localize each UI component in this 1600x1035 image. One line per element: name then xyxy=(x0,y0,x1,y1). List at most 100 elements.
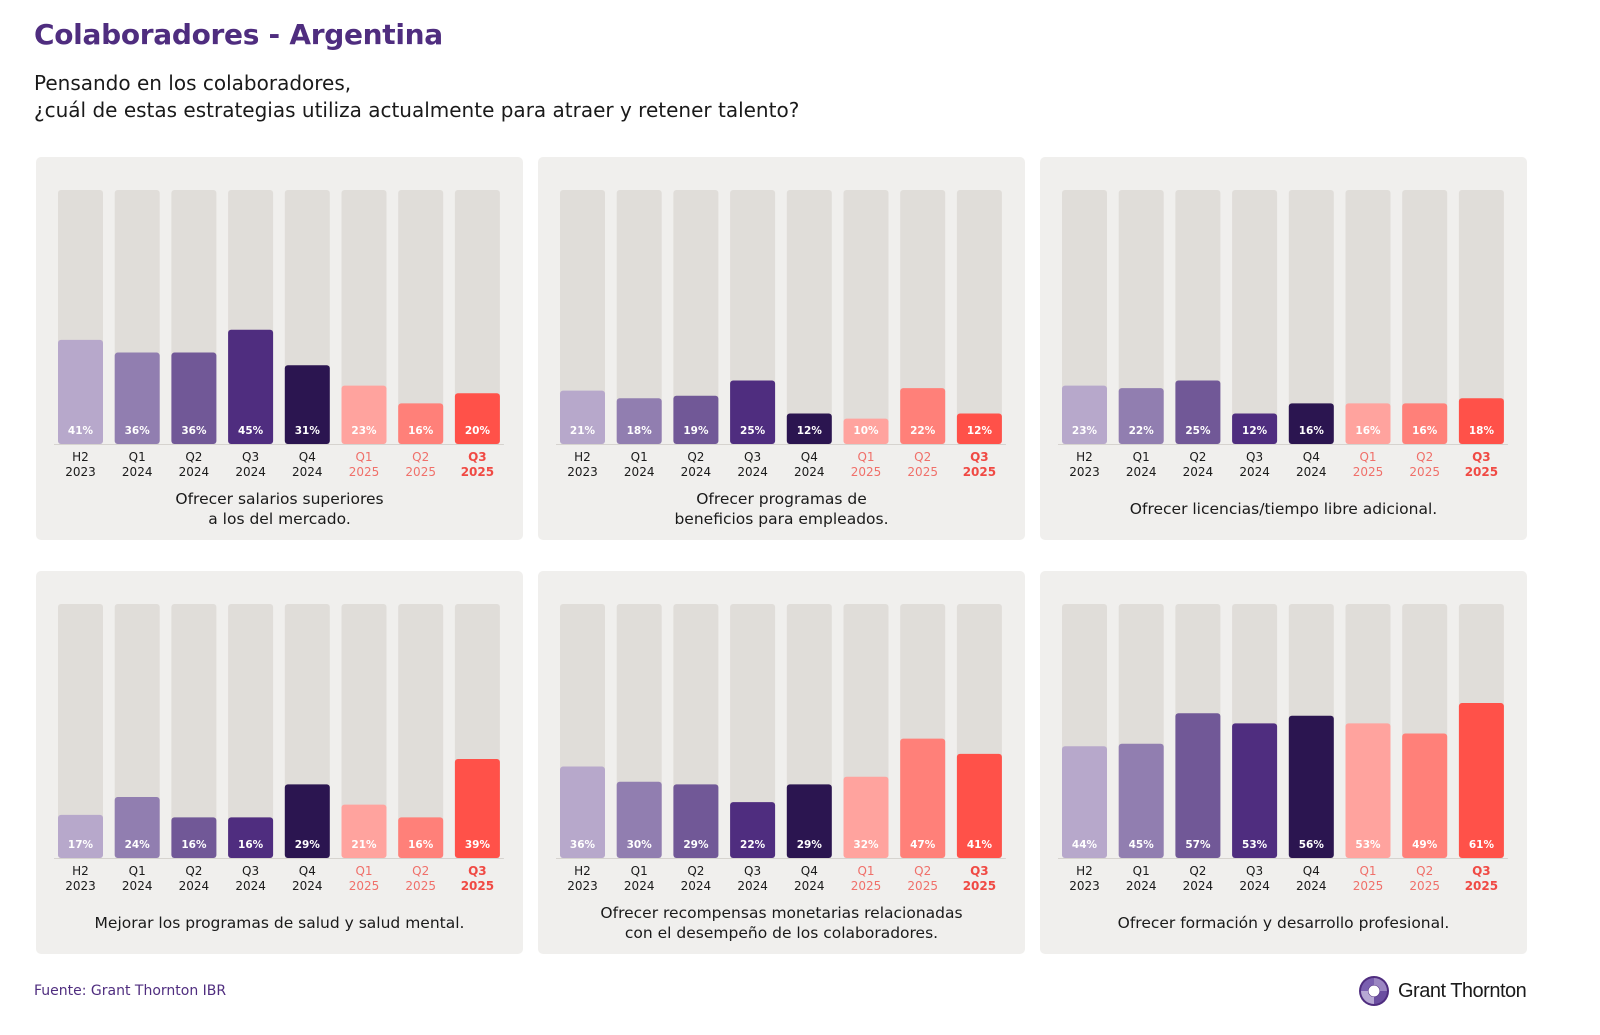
bar-value-label: 45% xyxy=(238,425,264,437)
bar-chart: 23%H2202322%Q1202425%Q2202412%Q3202416%Q… xyxy=(1058,190,1508,479)
bar-value-label: 45% xyxy=(1129,839,1155,851)
x-tick-label: Q1 xyxy=(1359,450,1376,464)
bar xyxy=(114,797,160,858)
x-tick-label: 2025 xyxy=(1409,465,1440,479)
x-tick-label: Q3 xyxy=(468,864,487,878)
chart-caption-line: a los del mercado. xyxy=(208,510,351,528)
bar-track xyxy=(1402,190,1448,444)
x-tick-label: 2023 xyxy=(1069,879,1100,893)
x-tick-label: Q3 xyxy=(744,864,761,878)
bar xyxy=(1345,723,1391,858)
x-tick-label: 2025 xyxy=(461,465,494,479)
bar-value-label: 47% xyxy=(910,839,936,851)
x-tick-label: Q1 xyxy=(129,864,146,878)
x-tick-label: Q4 xyxy=(801,450,818,464)
x-tick-label: 2025 xyxy=(963,879,996,893)
chart-caption: Ofrecer programas de beneficios para empl… xyxy=(538,489,1025,529)
bar-value-label: 18% xyxy=(1469,425,1495,437)
bar-track xyxy=(398,604,444,858)
bar-value-label: 41% xyxy=(68,425,94,437)
bar-value-label: 12% xyxy=(1242,425,1268,437)
x-tick-label: 2024 xyxy=(794,465,825,479)
bar-value-label: 57% xyxy=(1185,839,1211,851)
bar-track xyxy=(58,604,103,858)
chart-caption-line: Ofrecer programas de xyxy=(696,490,867,508)
bar-chart: 21%H2202318%Q1202419%Q2202425%Q3202412%Q… xyxy=(556,190,1006,479)
bar-track xyxy=(1062,190,1107,444)
x-tick-label: 2024 xyxy=(624,879,655,893)
x-tick-label: Q1 xyxy=(355,864,372,878)
x-tick-label: Q1 xyxy=(1133,450,1150,464)
bar-value-label: 16% xyxy=(1412,425,1438,437)
x-tick-label: Q2 xyxy=(914,864,931,878)
x-tick-label: 2024 xyxy=(624,465,655,479)
bar-track xyxy=(341,190,387,444)
bar-track xyxy=(114,604,160,858)
x-tick-label: Q1 xyxy=(1359,864,1376,878)
source-note: Fuente: Grant Thornton IBR xyxy=(34,983,227,999)
x-tick-label: 2025 xyxy=(1465,465,1498,479)
bar-value-label: 16% xyxy=(408,839,434,851)
x-tick-label: Q3 xyxy=(468,450,487,464)
x-tick-label: 2025 xyxy=(963,465,996,479)
bar xyxy=(1288,403,1334,444)
bar-value-label: 12% xyxy=(797,425,823,437)
bar-track xyxy=(900,190,946,444)
chart-panel-monetary-rewards: 36% H2 2023 30% Q1 2024 29% Q2 2024 22% Q3 2024 29% Q… xyxy=(538,571,1025,954)
x-tick-label: H2 xyxy=(72,450,89,464)
bar xyxy=(1175,713,1221,858)
bar-track xyxy=(228,604,274,858)
bar-value-label: 10% xyxy=(853,425,879,437)
bar xyxy=(560,766,605,858)
x-tick-label: 2024 xyxy=(1126,879,1157,893)
x-tick-label: 2024 xyxy=(1183,465,1214,479)
bar xyxy=(454,758,500,858)
x-tick-label: 2023 xyxy=(567,879,598,893)
x-tick-label: 2025 xyxy=(461,879,494,893)
bar-value-label: 32% xyxy=(853,839,879,851)
x-tick-label: Q2 xyxy=(412,864,429,878)
x-tick-label: 2024 xyxy=(122,465,153,479)
x-tick-label: 2025 xyxy=(405,465,436,479)
x-tick-label: 2023 xyxy=(65,465,96,479)
chart-panel-time-off: 23% H2 2023 22% Q1 2024 25% Q2 2024 12% Q3 2024 16% Q… xyxy=(1040,157,1527,540)
x-tick-label: Q3 xyxy=(970,450,989,464)
chart-caption-line: Ofrecer recompensas monetarias relaciona… xyxy=(600,904,963,922)
x-tick-label: Q1 xyxy=(631,864,648,878)
bar-value-label: 36% xyxy=(570,839,596,851)
bar-track xyxy=(454,190,500,444)
bar-value-label: 22% xyxy=(1129,425,1155,437)
bar xyxy=(1062,385,1107,444)
bar-track xyxy=(730,604,776,858)
bar-chart: 36%H2202330%Q1202429%Q2202422%Q3202429%Q… xyxy=(556,604,1006,893)
bar-track xyxy=(843,190,889,444)
bar-chart: 41%H2202336%Q1202436%Q2202445%Q3202431%Q… xyxy=(54,190,504,479)
chart-panel-benefits: 21% H2 2023 18% Q1 2024 19% Q2 2024 25% Q3 2024 12% Q… xyxy=(538,157,1025,540)
x-tick-label: Q4 xyxy=(299,450,316,464)
bar xyxy=(58,814,103,858)
x-tick-label: 2024 xyxy=(179,465,210,479)
chart-caption: Ofrecer salarios superiores a los del mer… xyxy=(36,489,523,529)
x-tick-label: 2024 xyxy=(235,465,266,479)
x-tick-label: 2025 xyxy=(1409,879,1440,893)
bar xyxy=(1345,403,1391,444)
x-tick-label: Q3 xyxy=(242,450,259,464)
